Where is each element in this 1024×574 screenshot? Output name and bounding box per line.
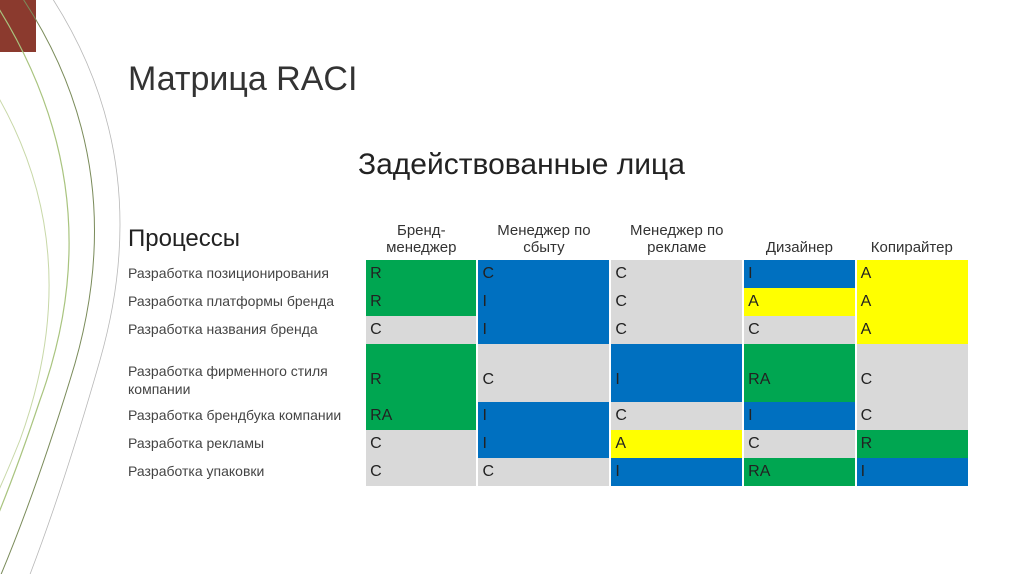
raci-cell: A bbox=[610, 430, 743, 458]
table-header-row: Бренд-менеджерМенеджер по сбытуМенеджер … bbox=[128, 210, 968, 260]
table-row: Разработка упаковкиCCIRAI bbox=[128, 458, 968, 486]
raci-cell: C bbox=[365, 458, 477, 486]
raci-cell: C bbox=[856, 402, 968, 430]
raci-cell: I bbox=[743, 402, 855, 430]
raci-cell: C bbox=[856, 358, 968, 402]
process-label: Разработка упаковки bbox=[128, 458, 365, 486]
table-column-header: Бренд-менеджер bbox=[365, 210, 477, 260]
raci-cell: C bbox=[610, 402, 743, 430]
raci-cell bbox=[477, 344, 610, 358]
process-label: Разработка рекламы bbox=[128, 430, 365, 458]
raci-cell: A bbox=[856, 288, 968, 316]
raci-cell: I bbox=[477, 316, 610, 344]
table-header-empty bbox=[128, 210, 365, 260]
raci-cell: I bbox=[743, 260, 855, 288]
process-label bbox=[128, 344, 365, 358]
slide-title: Матрица RACI bbox=[128, 60, 357, 99]
raci-cell: C bbox=[610, 260, 743, 288]
raci-cell: C bbox=[477, 458, 610, 486]
raci-cell: I bbox=[477, 288, 610, 316]
raci-cell: RA bbox=[365, 402, 477, 430]
raci-cell bbox=[743, 344, 855, 358]
raci-cell: RA bbox=[743, 358, 855, 402]
table-row bbox=[128, 344, 968, 358]
raci-cell: C bbox=[743, 430, 855, 458]
table-column-header: Менеджер по сбыту bbox=[477, 210, 610, 260]
raci-cell: C bbox=[477, 358, 610, 402]
raci-cell: C bbox=[610, 288, 743, 316]
raci-cell: R bbox=[365, 288, 477, 316]
raci-cell: A bbox=[856, 316, 968, 344]
raci-cell: A bbox=[856, 260, 968, 288]
raci-cell: RA bbox=[743, 458, 855, 486]
process-label: Разработка фирменного стиля компании bbox=[128, 358, 365, 402]
raci-cell: R bbox=[365, 260, 477, 288]
raci-matrix-table: Бренд-менеджерМенеджер по сбытуМенеджер … bbox=[128, 210, 968, 486]
process-label: Разработка позиционирования bbox=[128, 260, 365, 288]
table-row: Разработка фирменного стиля компанииRCIR… bbox=[128, 358, 968, 402]
table-row: Разработка позиционированияRCCIA bbox=[128, 260, 968, 288]
table-column-header: Менеджер по рекламе bbox=[610, 210, 743, 260]
raci-cell: R bbox=[365, 358, 477, 402]
table-column-header: Копирайтер bbox=[856, 210, 968, 260]
accent-bar bbox=[0, 0, 36, 52]
raci-cell: C bbox=[365, 316, 477, 344]
raci-cell: A bbox=[743, 288, 855, 316]
raci-cell: I bbox=[856, 458, 968, 486]
table-row: Разработка платформы брендаRICAA bbox=[128, 288, 968, 316]
raci-matrix-container: Бренд-менеджерМенеджер по сбытуМенеджер … bbox=[128, 210, 968, 486]
raci-cell: C bbox=[365, 430, 477, 458]
process-label: Разработка брендбука компании bbox=[128, 402, 365, 430]
process-label: Разработка названия бренда bbox=[128, 316, 365, 344]
raci-cell: R bbox=[856, 430, 968, 458]
table-row: Разработка брендбука компанииRAICIC bbox=[128, 402, 968, 430]
raci-cell: C bbox=[477, 260, 610, 288]
table-row: Разработка рекламыCIACR bbox=[128, 430, 968, 458]
raci-cell: I bbox=[610, 358, 743, 402]
raci-cell bbox=[856, 344, 968, 358]
raci-cell: C bbox=[610, 316, 743, 344]
raci-cell: I bbox=[610, 458, 743, 486]
raci-cell: I bbox=[477, 430, 610, 458]
stakeholders-heading: Задействованные лица bbox=[358, 148, 685, 182]
raci-cell bbox=[610, 344, 743, 358]
raci-cell: C bbox=[743, 316, 855, 344]
raci-cell: I bbox=[477, 402, 610, 430]
process-label: Разработка платформы бренда bbox=[128, 288, 365, 316]
table-row: Разработка названия брендаCICCA bbox=[128, 316, 968, 344]
raci-cell bbox=[365, 344, 477, 358]
table-column-header: Дизайнер bbox=[743, 210, 855, 260]
